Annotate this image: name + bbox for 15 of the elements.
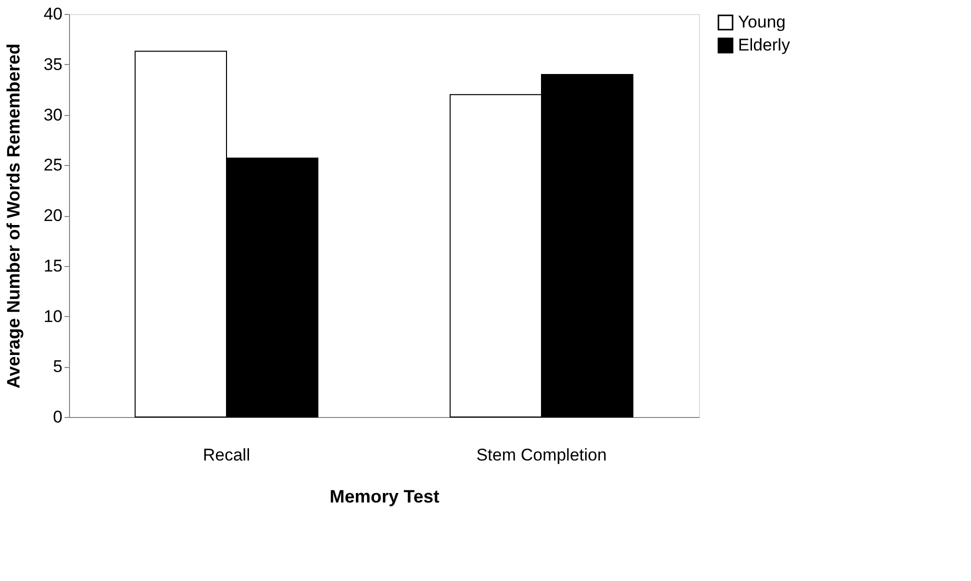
x-axis-title: Memory Test	[330, 486, 440, 506]
y-axis-title: Average Number of Words Remembered	[4, 43, 24, 389]
x-tick-label: Recall	[202, 446, 250, 464]
legend-label: Young	[738, 12, 786, 32]
y-tick-label: 0	[53, 408, 62, 426]
y-tick-label: 20	[44, 206, 62, 225]
x-tick-label: Stem Completion	[476, 446, 607, 464]
y-tick-label: 10	[44, 306, 62, 326]
y-tick-label: 30	[44, 105, 62, 124]
y-tick-label: 15	[44, 256, 62, 276]
y-tick-label: 35	[44, 54, 62, 74]
legend-label: Elderly	[738, 36, 790, 54]
y-tick-label: 25	[44, 156, 62, 175]
y-tick-label: 40	[44, 4, 62, 24]
y-tick-label: 5	[53, 357, 62, 376]
